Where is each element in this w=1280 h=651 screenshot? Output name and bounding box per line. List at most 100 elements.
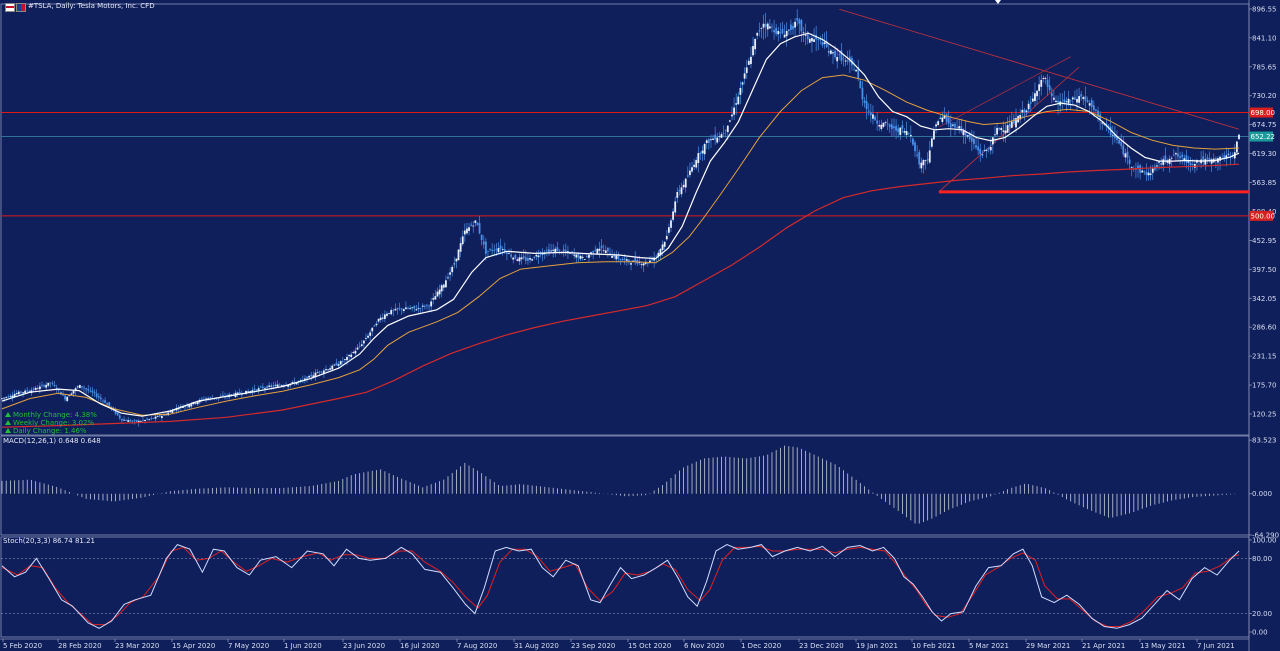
- candle: [1088, 103, 1091, 106]
- candle: [352, 351, 355, 353]
- candle: [346, 356, 348, 361]
- candle: [768, 26, 771, 29]
- candle: [1044, 77, 1047, 79]
- candle: [1101, 122, 1104, 124]
- candle: [1071, 97, 1074, 100]
- candle: [1046, 79, 1049, 87]
- candle: [781, 28, 784, 34]
- panel-frame: [0, 435, 1250, 536]
- candle: [726, 125, 729, 133]
- candle: [1149, 173, 1152, 175]
- candle: [339, 361, 342, 365]
- candle: [916, 154, 919, 156]
- candle: [779, 32, 782, 34]
- candle: [152, 417, 155, 419]
- time-tick-label: 10 Feb 2021: [912, 642, 956, 650]
- candle: [310, 374, 313, 377]
- candle: [62, 394, 64, 396]
- candle: [411, 307, 414, 309]
- candle: [1177, 153, 1179, 157]
- candle: [9, 396, 12, 397]
- candle: [1, 398, 3, 400]
- candle: [640, 263, 643, 265]
- candle: [1090, 100, 1093, 107]
- candle: [1036, 90, 1038, 97]
- candle: [428, 305, 430, 307]
- candle: [874, 116, 876, 121]
- candle: [790, 24, 792, 30]
- trend-line-upper: [839, 8, 1240, 130]
- candle: [1092, 105, 1095, 110]
- candle: [451, 266, 454, 273]
- candle: [22, 392, 24, 394]
- candle: [1080, 94, 1083, 97]
- candle: [796, 18, 799, 21]
- candle: [139, 421, 142, 422]
- candle: [693, 164, 696, 167]
- candle: [912, 138, 914, 145]
- candle: [20, 391, 22, 393]
- candle: [897, 128, 900, 133]
- candle: [116, 412, 119, 416]
- stoch-tick-label: 20.00: [1252, 610, 1272, 618]
- candle: [1029, 101, 1032, 104]
- candle: [135, 420, 138, 422]
- candle: [947, 117, 950, 124]
- candle: [329, 368, 332, 370]
- candle: [1078, 96, 1081, 103]
- candle: [64, 395, 67, 400]
- candle: [457, 249, 460, 261]
- candle: [825, 40, 828, 48]
- candle: [994, 134, 996, 136]
- candle: [426, 304, 428, 306]
- candle: [129, 420, 132, 422]
- monthly-change: Monthly Change: 4.38%: [5, 411, 97, 419]
- price-tick-label: 397.50: [1252, 266, 1277, 274]
- candle: [388, 313, 390, 314]
- candle: [884, 122, 887, 124]
- candle: [516, 259, 519, 261]
- candle: [811, 38, 813, 42]
- candle: [444, 280, 447, 288]
- price-tick-label: 452.95: [1252, 237, 1277, 245]
- candle: [146, 418, 149, 420]
- candle: [554, 248, 557, 253]
- candle: [76, 386, 79, 388]
- candle: [823, 42, 826, 44]
- candle: [977, 146, 980, 151]
- candle: [125, 420, 128, 421]
- stoch-tick-label: 80.00: [1252, 555, 1272, 563]
- candle: [623, 258, 626, 260]
- candle: [320, 371, 323, 373]
- panel-frame: [0, 3, 1250, 436]
- candle: [564, 250, 567, 253]
- candle: [1067, 98, 1070, 104]
- candle: [455, 258, 458, 262]
- candle: [859, 81, 862, 89]
- candle: [497, 248, 500, 253]
- candle: [299, 380, 302, 381]
- sma-mid-line: [1, 74, 1240, 416]
- candle: [322, 370, 325, 374]
- candle: [672, 211, 674, 220]
- candle: [314, 372, 317, 377]
- candle: [941, 117, 944, 123]
- candle: [484, 241, 487, 254]
- candle: [415, 309, 418, 311]
- candle: [592, 250, 595, 253]
- support-tag: [1249, 210, 1273, 221]
- candle: [834, 50, 836, 58]
- candle: [819, 39, 822, 41]
- candle: [722, 133, 725, 134]
- candle: [1141, 170, 1144, 173]
- candle: [348, 354, 351, 357]
- candle: [630, 263, 632, 265]
- candle: [226, 395, 229, 396]
- candle: [865, 101, 868, 110]
- candle: [1219, 156, 1221, 161]
- candle: [405, 307, 407, 310]
- candle: [423, 305, 426, 307]
- candle: [691, 167, 693, 172]
- candle: [287, 384, 290, 387]
